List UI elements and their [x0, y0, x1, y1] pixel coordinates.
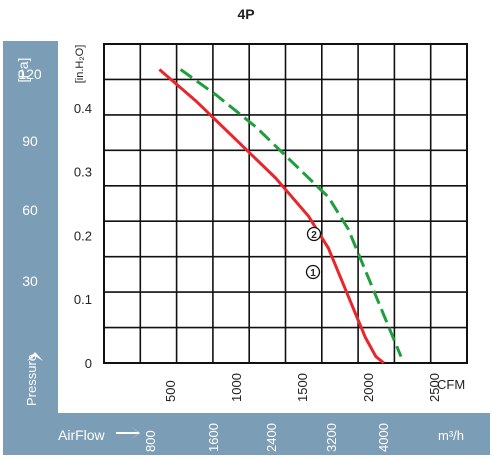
cfm-unit-label: CFM	[437, 377, 465, 392]
pa-tick-label: 90	[22, 133, 38, 149]
pressure-arrow-icon	[27, 352, 43, 361]
inh2o-unit-label: [in.H₂O]	[74, 45, 86, 84]
pa-tick-label: 60	[22, 202, 38, 218]
inh2o-tick-label: 0.1	[74, 292, 92, 307]
airflow-band	[3, 413, 490, 455]
labels-layer: [Pa] [in.H₂O] Pressure AirFlow m³/h CFM …	[15, 45, 465, 452]
series-marker-circle	[305, 264, 321, 280]
inh2o-tick-label: 0	[85, 356, 92, 371]
cfm-tick-label: 1500	[295, 373, 310, 402]
m3h-tick-label: 2400	[264, 423, 279, 452]
grid	[103, 43, 468, 364]
pa-tick-label: 30	[22, 273, 38, 289]
inh2o-tick-label: 0.3	[74, 165, 92, 180]
series-2-curve	[179, 68, 403, 358]
inh2o-tick-label: 0.2	[74, 228, 92, 243]
m3h-tick-label: 3200	[324, 423, 339, 452]
pressure-axis-title: Pressure	[24, 354, 39, 406]
m3h-tick-label: 800	[143, 430, 158, 452]
m3h-tick-label: 1600	[206, 423, 221, 452]
cfm-tick-label: 2000	[361, 373, 376, 402]
pa-unit-label: [Pa]	[15, 58, 31, 83]
series-marker-label: 1	[310, 268, 316, 279]
series-marker-circle	[306, 226, 322, 242]
series-1-curve	[158, 68, 385, 365]
cfm-tick-label: 2500	[427, 373, 442, 402]
inh2o-tick-label: 0.4	[74, 101, 92, 116]
pa-tick-label: 120	[18, 66, 42, 82]
cfm-tick-label: 1000	[229, 373, 244, 402]
m3h-unit-label: m³/h	[438, 428, 464, 443]
airflow-axis-title: AirFlow	[58, 427, 106, 443]
airflow-arrow-icon	[116, 426, 140, 440]
series-layer: 12	[158, 68, 403, 365]
cfm-tick-label: 500	[163, 380, 178, 402]
pressure-band	[3, 41, 58, 413]
series-marker-label: 2	[311, 230, 317, 241]
chart-title: 4P	[237, 6, 255, 22]
m3h-tick-label: 4000	[376, 423, 391, 452]
